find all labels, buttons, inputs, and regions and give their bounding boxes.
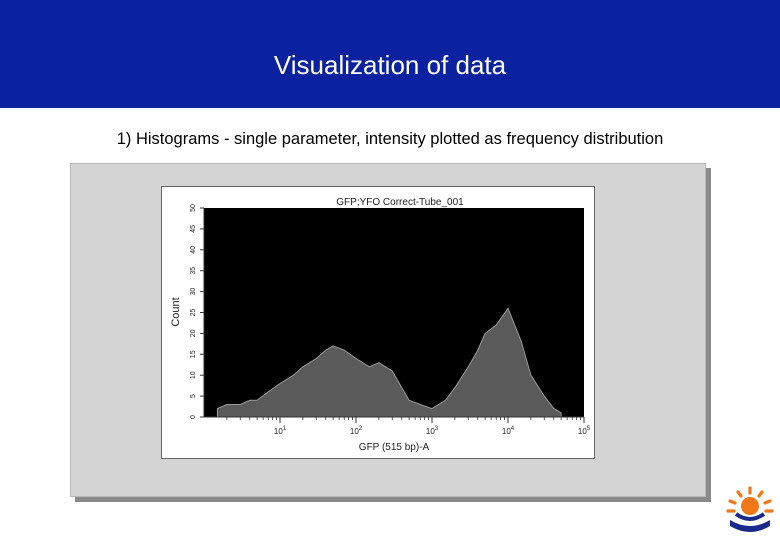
x-tick-label: 105 bbox=[578, 426, 591, 436]
y-tick-label: 25 bbox=[190, 309, 197, 317]
y-tick-label: 45 bbox=[190, 225, 197, 233]
slide-title: Visualization of data bbox=[273, 50, 507, 80]
y-tick-label: 40 bbox=[190, 246, 197, 254]
y-tick-label: 20 bbox=[190, 329, 197, 337]
histogram-series-0 bbox=[216, 307, 562, 418]
slide-subtitle: 1) Histograms - single parameter, intens… bbox=[116, 130, 664, 148]
x-tick-label: 102 bbox=[350, 426, 363, 436]
x-tick-label: 101 bbox=[274, 426, 287, 436]
university-logo bbox=[724, 484, 776, 536]
y-tick-label: 5 bbox=[190, 394, 197, 398]
histogram-chart: GFP;YFO Correct-Tube_001 0 5 10 15 20 25 30 35 4… bbox=[170, 197, 591, 453]
histogram-layer bbox=[216, 307, 562, 418]
y-tick-label: 15 bbox=[190, 350, 197, 358]
y-tick-label: 10 bbox=[190, 371, 197, 379]
chart-title: GFP;YFO Correct-Tube_001 bbox=[336, 197, 464, 208]
y-tick-label: 35 bbox=[190, 267, 197, 275]
x-axis: 101 102 103 104 105 bbox=[204, 416, 591, 436]
logo-sun-icon bbox=[741, 497, 759, 515]
x-axis-label: GFP (515 bp)-A bbox=[359, 442, 430, 453]
y-axis: 0 5 10 15 20 25 30 35 40 45 50 bbox=[190, 204, 205, 419]
x-tick-label: 103 bbox=[426, 426, 439, 436]
y-tick-label: 50 bbox=[190, 204, 197, 212]
y-tick-label: 30 bbox=[190, 288, 197, 296]
slide-header: Visualization of data bbox=[0, 0, 780, 108]
y-tick-label: 0 bbox=[190, 415, 197, 419]
y-axis-label: Count bbox=[170, 297, 182, 326]
x-tick-label: 104 bbox=[502, 426, 515, 436]
histogram-figure: GFP;YFO Correct-Tube_001 0 5 10 15 20 25 30 35 4… bbox=[161, 186, 595, 459]
